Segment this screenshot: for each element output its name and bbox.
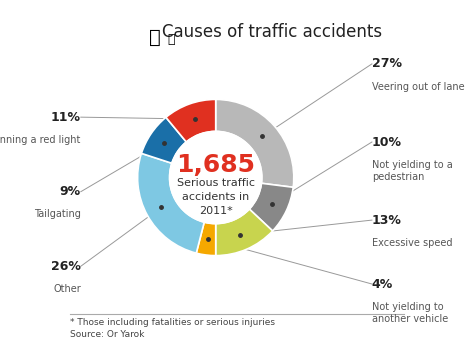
Text: 🚗: 🚗 [149, 28, 161, 47]
Text: 4%: 4% [372, 278, 393, 290]
Wedge shape [166, 99, 216, 142]
Wedge shape [216, 209, 273, 256]
Text: 13%: 13% [372, 214, 402, 226]
Text: Other: Other [53, 284, 81, 294]
Wedge shape [137, 153, 204, 253]
Text: Tailgating: Tailgating [34, 209, 81, 219]
Text: 💥: 💥 [168, 33, 175, 45]
Text: * Those including fatalities or serious injuries
Source: Or Yarok: * Those including fatalities or serious … [70, 318, 275, 339]
Wedge shape [196, 222, 216, 256]
Text: Serious traffic
accidents in
2011*: Serious traffic accidents in 2011* [177, 178, 255, 216]
Wedge shape [141, 117, 186, 163]
Text: 27%: 27% [372, 58, 402, 70]
Text: Causes of traffic accidents: Causes of traffic accidents [163, 23, 383, 41]
Wedge shape [249, 183, 293, 231]
Text: Veering out of lane: Veering out of lane [372, 82, 465, 92]
Circle shape [170, 131, 262, 224]
Text: Not yielding to a
pedestrian: Not yielding to a pedestrian [372, 160, 453, 182]
Text: 1,685: 1,685 [176, 153, 255, 177]
Text: 26%: 26% [51, 260, 81, 273]
Text: Excessive speed: Excessive speed [372, 238, 452, 248]
Text: Not yielding to
another vehicle: Not yielding to another vehicle [372, 302, 448, 324]
Wedge shape [216, 99, 294, 187]
Text: 10%: 10% [372, 136, 402, 148]
Text: 9%: 9% [60, 185, 81, 198]
Text: Running a red light: Running a red light [0, 135, 81, 145]
Text: 11%: 11% [51, 111, 81, 124]
